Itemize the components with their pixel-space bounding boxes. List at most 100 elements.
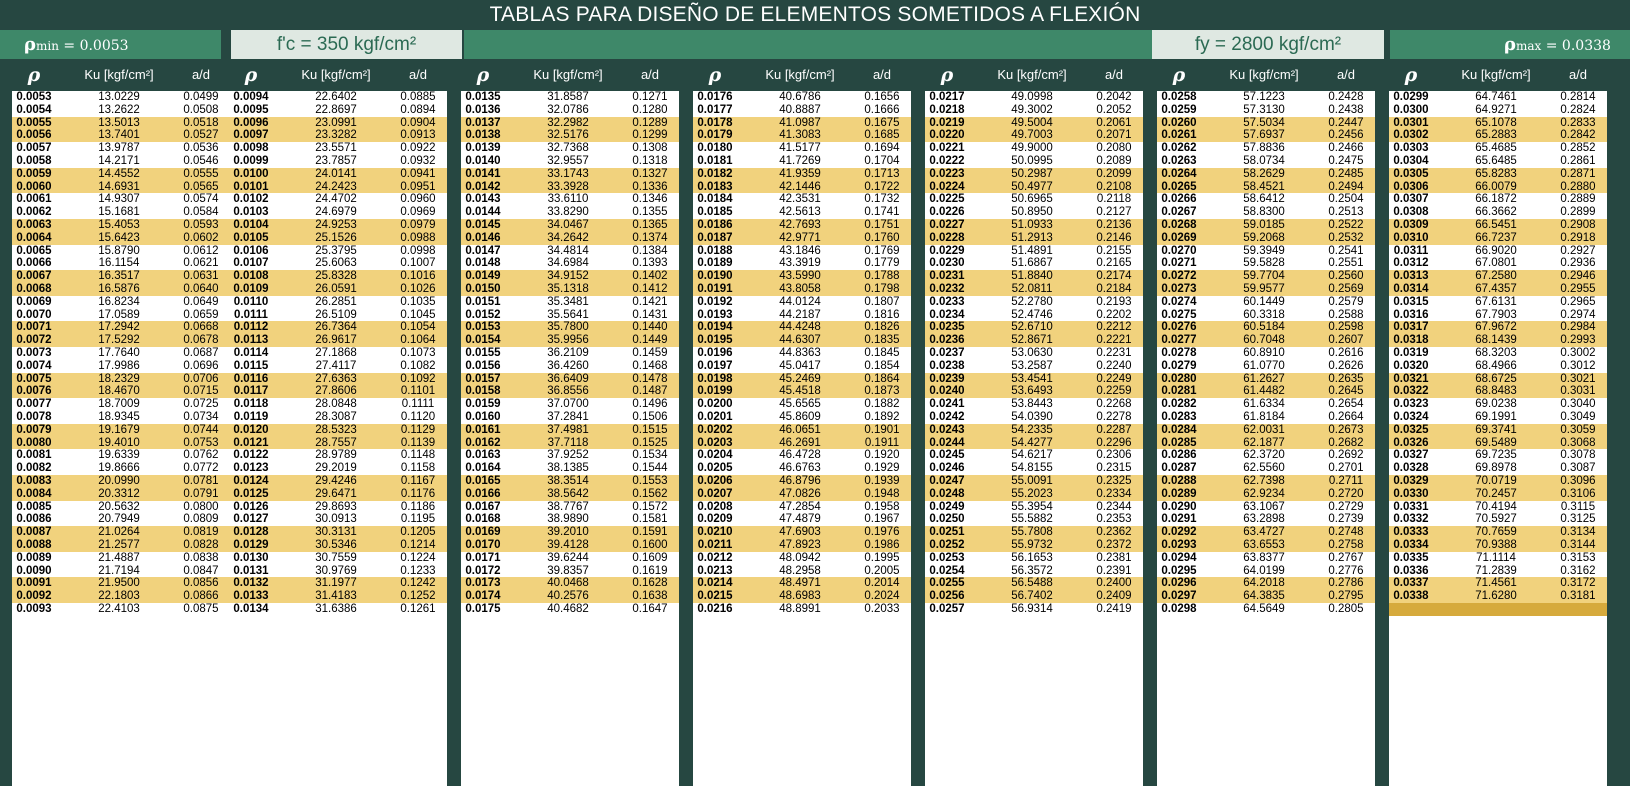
rho-cell: 0.0212 <box>697 551 733 564</box>
table-row: 0.0178 41.0987 0.1675 <box>693 116 911 130</box>
ad-cell: 0.1666 <box>864 103 900 116</box>
table-row: 0.0248 55.2023 0.2334 <box>925 487 1143 501</box>
table-row: 0.0131 30.9769 0.1233 <box>229 564 447 578</box>
ku-cell: 51.2913 <box>1011 231 1053 244</box>
ku-cell: 38.3514 <box>547 475 589 487</box>
ku-cell: 65.4685 <box>1475 142 1517 155</box>
ku-cell: 48.8991 <box>779 603 821 615</box>
ku-cell: 57.6937 <box>1243 129 1285 142</box>
table-row: 0.0200 45.6565 0.1882 <box>693 398 911 411</box>
table-row: 0.0232 52.0811 0.2184 <box>925 283 1143 296</box>
rho-cell: 0.0260 <box>1161 116 1197 129</box>
table-row: 0.0281 61.4482 0.2645 <box>1157 385 1375 399</box>
table-row: 0.0125 29.6471 0.1176 <box>229 487 447 501</box>
table-row: 0.0194 44.4248 0.1826 <box>693 321 911 335</box>
rho-cell: 0.0065 <box>16 244 52 257</box>
ad-cell: 0.0781 <box>183 475 219 487</box>
ku-cell: 23.5571 <box>315 142 357 155</box>
ku-cell: 70.9388 <box>1475 539 1517 551</box>
rho-cell: 0.0219 <box>929 116 965 129</box>
table-row: 0.0223 50.2987 0.2099 <box>925 167 1143 181</box>
ad-cell: 0.2748 <box>1328 526 1364 539</box>
ad-cell: 0.2296 <box>1096 436 1132 449</box>
table-row: 0.0328 69.8978 0.3087 <box>1389 462 1607 475</box>
rho-cell: 0.0070 <box>16 308 52 321</box>
ku-cell: 60.7048 <box>1243 334 1285 347</box>
ad-cell: 0.2993 <box>1560 334 1596 347</box>
ku-cell: 35.9956 <box>547 334 589 347</box>
ku-cell: 63.2898 <box>1243 513 1285 526</box>
ku-cell: 16.3517 <box>98 270 140 283</box>
ku-cell: 49.0998 <box>1011 91 1053 103</box>
table-row: 0.0064 15.6423 0.0602 <box>12 231 230 245</box>
ad-cell: 0.2315 <box>1096 462 1132 475</box>
ku-cell: 31.8587 <box>547 91 589 103</box>
table-row: 0.0163 37.9252 0.1534 <box>461 449 679 463</box>
ku-cell: 46.0651 <box>779 423 821 436</box>
rho-cell: 0.0226 <box>929 206 965 219</box>
ku-cell: 67.2580 <box>1475 270 1517 283</box>
table-row: 0.0111 26.5109 0.1045 <box>229 308 447 322</box>
ad-cell: 0.1939 <box>864 475 900 487</box>
table-row: 0.0193 44.2187 0.1816 <box>693 308 911 322</box>
table-row: 0.0108 25.8328 0.1016 <box>229 270 447 283</box>
ad-cell: 0.1967 <box>864 513 900 526</box>
ad-cell: 0.2532 <box>1328 231 1364 244</box>
rho-cell: 0.0143 <box>465 193 501 206</box>
table-row: 0.0292 63.4727 0.2748 <box>1157 526 1375 539</box>
design-table: ρ Ku [kgf/cm²] a/d 0.0053 13.0229 0.0499 0.005… <box>0 59 1630 786</box>
ku-cell: 58.0734 <box>1243 155 1285 167</box>
table-row: 0.0283 61.8184 0.2664 <box>1157 411 1375 424</box>
rho-cell: 0.0335 <box>1393 551 1429 564</box>
table-row: 0.0081 19.6339 0.0762 <box>12 449 230 463</box>
rho-cell: 0.0057 <box>16 142 52 155</box>
table-row: 0.0224 50.4977 0.2108 <box>925 180 1143 194</box>
table-row: 0.0177 40.8887 0.1666 <box>693 103 911 117</box>
ad-cell: 0.2908 <box>1560 219 1596 231</box>
ku-cell: 48.4971 <box>779 577 821 590</box>
header-ku: Ku [kgf/cm²] <box>84 67 154 82</box>
ad-cell: 0.3162 <box>1560 564 1596 577</box>
ku-cell: 14.6931 <box>98 180 140 193</box>
ku-cell: 71.1114 <box>1476 551 1516 564</box>
ad-cell: 0.1440 <box>632 321 668 334</box>
table-row: 0.0107 25.6063 0.1007 <box>229 257 447 271</box>
ad-cell: 0.2400 <box>1096 577 1132 590</box>
rho-cell: 0.0169 <box>465 526 501 539</box>
table-row: 0.0096 23.0991 0.0904 <box>229 116 447 130</box>
ad-cell: 0.2560 <box>1328 270 1364 283</box>
ad-cell: 0.1007 <box>400 257 436 270</box>
rho-cell: 0.0182 <box>697 167 733 180</box>
ku-cell: 68.1439 <box>1475 334 1517 347</box>
ad-cell: 0.1619 <box>632 564 668 577</box>
header-ku: Ku [kgf/cm²] <box>1461 67 1531 82</box>
ku-cell: 50.4977 <box>1011 180 1053 193</box>
rho-cell: 0.0248 <box>929 487 965 500</box>
ku-cell: 52.4746 <box>1011 308 1053 321</box>
rho-cell: 0.0272 <box>1161 270 1197 283</box>
ku-cell: 64.3835 <box>1243 590 1285 603</box>
table-row: 0.0137 32.2982 0.1289 <box>461 116 679 130</box>
table-row: 0.0226 50.8950 0.2127 <box>925 206 1143 219</box>
table-row: 0.0213 48.2958 0.2005 <box>693 564 911 578</box>
table-row: 0.0271 59.5828 0.2551 <box>1157 257 1375 271</box>
ad-cell: 0.2268 <box>1096 398 1132 411</box>
rho-cell: 0.0298 <box>1161 603 1197 615</box>
ku-cell: 34.0467 <box>547 219 589 231</box>
rho-cell: 0.0093 <box>16 603 52 615</box>
ad-cell: 0.1901 <box>864 423 900 436</box>
ku-cell: 59.9577 <box>1243 283 1285 295</box>
table-row: 0.0247 55.0091 0.2325 <box>925 475 1143 488</box>
ku-cell: 17.9986 <box>98 359 140 372</box>
table-row: 0.0197 45.0417 0.1854 <box>693 359 911 373</box>
table-row: 0.0212 48.0942 0.1995 <box>693 551 911 565</box>
table-rows: 0.0053 13.0229 0.0499 0.0054 13.2622 0.0508 0.… <box>12 91 230 786</box>
ku-cell: 59.7704 <box>1243 270 1285 283</box>
table-header: ρ Ku [kgf/cm²] a/d <box>461 59 679 91</box>
table-row: 0.0184 42.3531 0.1732 <box>693 193 911 207</box>
ku-cell: 62.1877 <box>1243 436 1285 449</box>
ad-cell: 0.3049 <box>1560 411 1596 423</box>
table-row: 0.0276 60.5184 0.2598 <box>1157 321 1375 335</box>
rho-cell: 0.0242 <box>929 411 965 423</box>
ku-cell: 45.8609 <box>779 411 821 423</box>
